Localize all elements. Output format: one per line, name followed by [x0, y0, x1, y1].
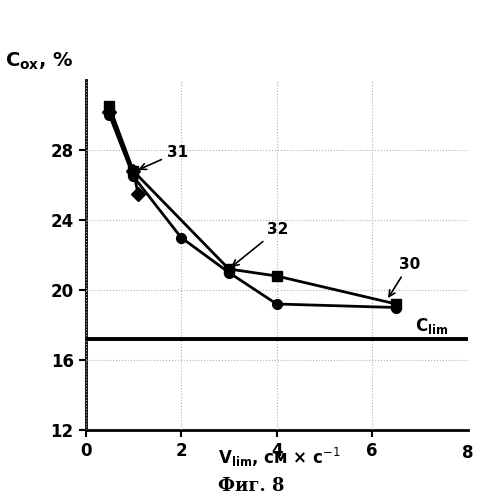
Text: $\mathbf{V}_{\mathbf{lim}}$, см × с$^{-1}$: $\mathbf{V}_{\mathbf{lim}}$, см × с$^{-1…	[218, 446, 341, 469]
Text: 32: 32	[232, 222, 288, 266]
Text: 8: 8	[462, 444, 473, 462]
Text: $\mathbf{C}_{\mathbf{lim}}$: $\mathbf{C}_{\mathbf{lim}}$	[415, 316, 449, 336]
Text: 31: 31	[140, 145, 188, 170]
Text: $\mathbf{C}_{\mathbf{ox}}$, %: $\mathbf{C}_{\mathbf{ox}}$, %	[5, 51, 73, 72]
Text: Фиг. 8: Фиг. 8	[218, 477, 285, 495]
Text: 30: 30	[389, 257, 420, 296]
